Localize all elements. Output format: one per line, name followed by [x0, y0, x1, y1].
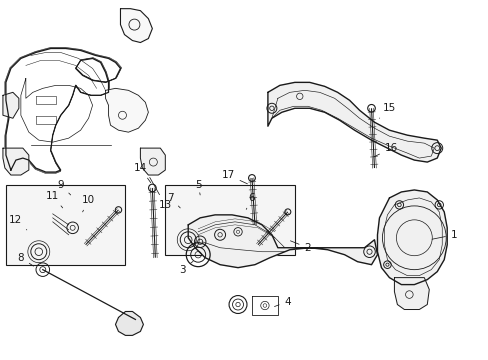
Text: 11: 11 [46, 191, 62, 208]
Text: 1: 1 [431, 230, 457, 240]
Text: 8: 8 [18, 253, 34, 266]
Text: 5: 5 [195, 180, 201, 195]
Polygon shape [3, 92, 19, 118]
Polygon shape [3, 148, 29, 175]
Polygon shape [115, 311, 143, 336]
Text: 16: 16 [373, 143, 397, 157]
Polygon shape [105, 88, 148, 132]
Polygon shape [394, 278, 428, 310]
Polygon shape [267, 82, 440, 162]
Polygon shape [120, 9, 152, 42]
Text: 17: 17 [221, 170, 247, 184]
Text: 10: 10 [82, 195, 95, 212]
Text: 9: 9 [57, 180, 71, 195]
Text: 14: 14 [134, 163, 150, 183]
Text: 12: 12 [9, 215, 27, 230]
Text: 13: 13 [149, 177, 172, 210]
Polygon shape [188, 215, 377, 268]
Text: 15: 15 [379, 103, 395, 118]
Polygon shape [140, 148, 165, 175]
Bar [6, 185, 125, 265]
Text: 7: 7 [166, 193, 180, 208]
Text: 4: 4 [274, 297, 290, 306]
Polygon shape [377, 190, 447, 285]
Text: 2: 2 [290, 241, 310, 253]
Text: 6: 6 [246, 193, 255, 210]
Bar [165, 185, 294, 255]
Text: 3: 3 [179, 261, 193, 275]
